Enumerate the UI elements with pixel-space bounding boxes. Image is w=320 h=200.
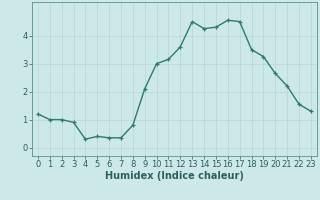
- X-axis label: Humidex (Indice chaleur): Humidex (Indice chaleur): [105, 171, 244, 181]
